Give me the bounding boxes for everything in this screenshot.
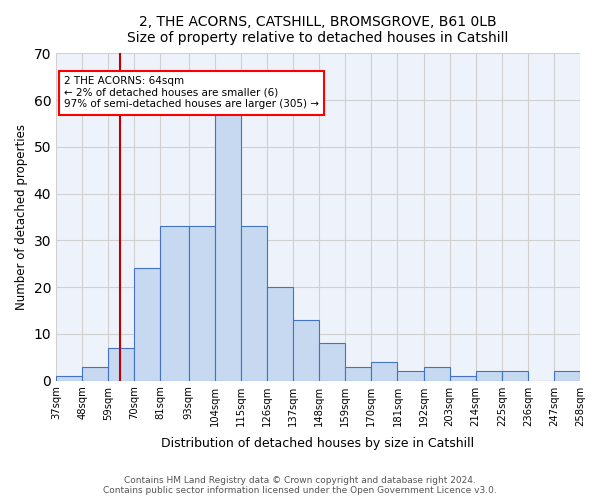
- Text: 2 THE ACORNS: 64sqm
← 2% of detached houses are smaller (6)
97% of semi-detached: 2 THE ACORNS: 64sqm ← 2% of detached hou…: [64, 76, 319, 110]
- Bar: [502, 372, 528, 380]
- Bar: [293, 320, 319, 380]
- Bar: [108, 348, 134, 380]
- Bar: [189, 226, 215, 380]
- Bar: [82, 366, 108, 380]
- X-axis label: Distribution of detached houses by size in Catshill: Distribution of detached houses by size …: [161, 437, 475, 450]
- Bar: [241, 226, 267, 380]
- Bar: [371, 362, 397, 380]
- Bar: [397, 372, 424, 380]
- Bar: [476, 372, 502, 380]
- Bar: [345, 366, 371, 380]
- Y-axis label: Number of detached properties: Number of detached properties: [15, 124, 28, 310]
- Text: Contains HM Land Registry data © Crown copyright and database right 2024.
Contai: Contains HM Land Registry data © Crown c…: [103, 476, 497, 495]
- Bar: [134, 268, 160, 380]
- Bar: [319, 343, 345, 380]
- Bar: [554, 372, 580, 380]
- Bar: [267, 287, 293, 380]
- Bar: [215, 114, 241, 380]
- Bar: [449, 376, 476, 380]
- Bar: [56, 376, 82, 380]
- Bar: [160, 226, 189, 380]
- Title: 2, THE ACORNS, CATSHILL, BROMSGROVE, B61 0LB
Size of property relative to detach: 2, THE ACORNS, CATSHILL, BROMSGROVE, B61…: [127, 15, 509, 45]
- Bar: [424, 366, 449, 380]
